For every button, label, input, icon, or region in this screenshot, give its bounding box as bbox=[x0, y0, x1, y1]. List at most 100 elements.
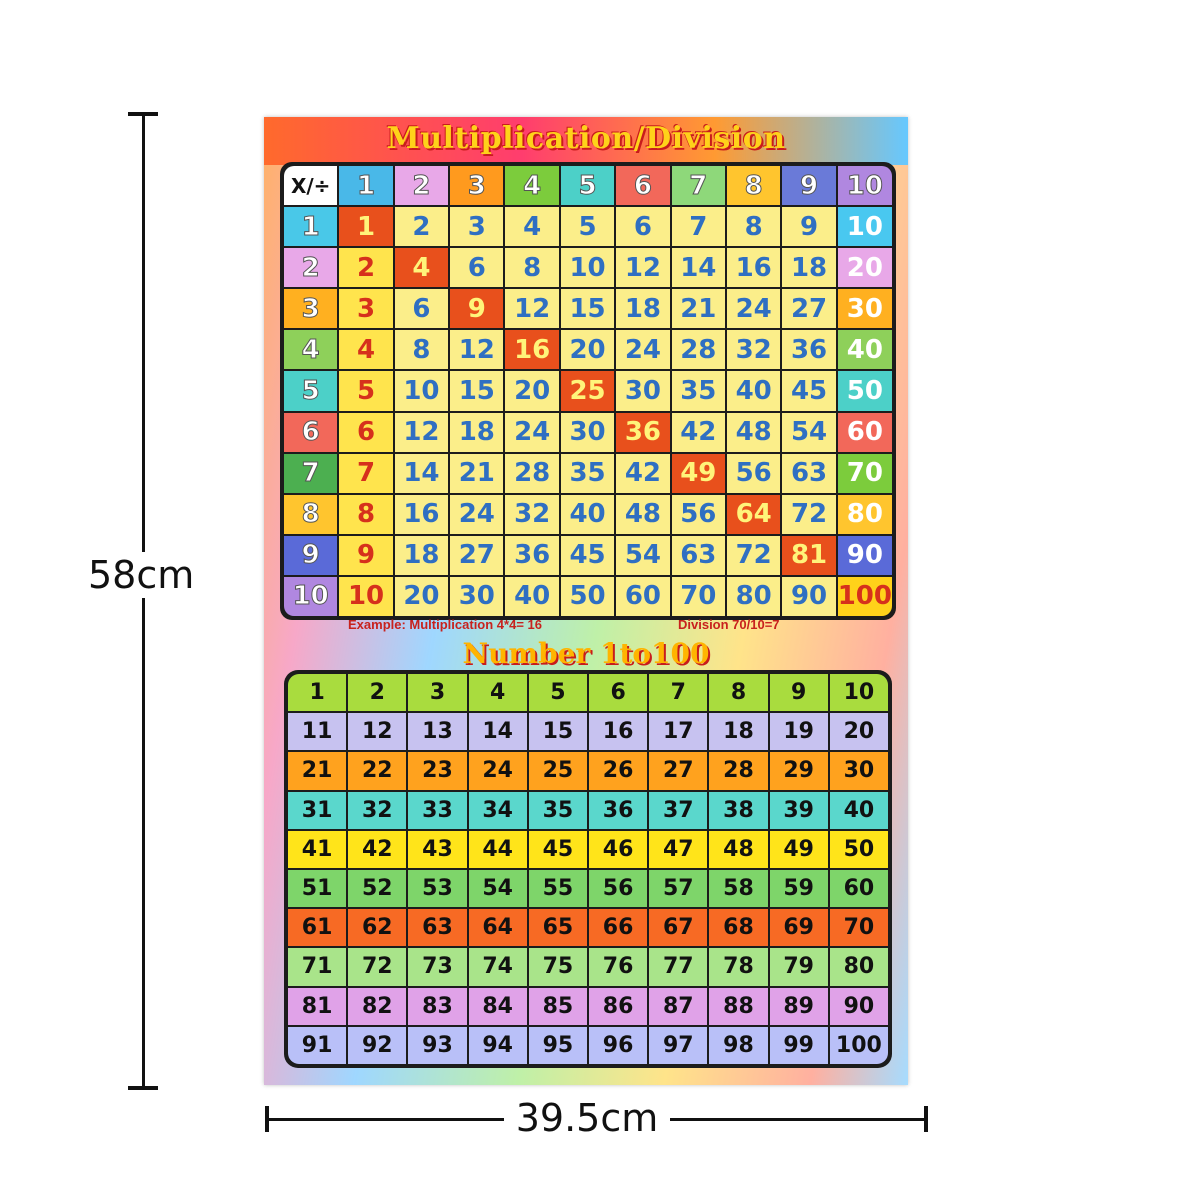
header-cell: 3 bbox=[450, 166, 504, 206]
width-dimension-cap-left bbox=[265, 1106, 269, 1132]
product-cell: 72 bbox=[726, 535, 781, 575]
product-cell: 25 bbox=[560, 371, 615, 411]
division-example: Division 70/10=7 bbox=[678, 617, 780, 632]
number-cell: 77 bbox=[649, 948, 708, 986]
number-cell: 20 bbox=[829, 713, 888, 751]
row-header-cell: 3 bbox=[284, 289, 338, 329]
number-cell: 16 bbox=[589, 713, 648, 751]
number-cell: 94 bbox=[468, 1026, 527, 1064]
product-cell: 4 bbox=[339, 330, 393, 370]
number-cell: 31 bbox=[288, 791, 347, 829]
number-cell: 38 bbox=[709, 791, 768, 829]
number-cell: 83 bbox=[408, 987, 467, 1025]
number-cell: 19 bbox=[769, 713, 828, 751]
product-cell: 8 bbox=[726, 207, 781, 247]
number-cell: 8 bbox=[709, 674, 768, 712]
number-cell: 26 bbox=[589, 752, 648, 790]
product-cell: 10 bbox=[560, 248, 615, 288]
number-cell: 97 bbox=[649, 1026, 708, 1064]
number-cell: 10 bbox=[829, 674, 888, 712]
product-cell: 42 bbox=[671, 412, 725, 452]
product-cell: 10 bbox=[837, 207, 892, 247]
width-dimension-cap-right bbox=[924, 1106, 928, 1132]
number-cell: 22 bbox=[348, 752, 407, 790]
product-cell: 8 bbox=[505, 248, 559, 288]
row-header-cell: 7 bbox=[284, 453, 338, 493]
number-cell: 66 bbox=[589, 909, 648, 947]
product-cell: 18 bbox=[616, 289, 670, 329]
product-cell: 27 bbox=[450, 535, 504, 575]
number-chart-table: 1 2 3 4 5 6 7 8 9 10 11 12 13 14 15 16 17 18 19 20 21 22 23 24 2… bbox=[288, 674, 888, 1064]
number-cell: 78 bbox=[709, 948, 768, 986]
number-cell: 72 bbox=[348, 948, 407, 986]
number-cell: 11 bbox=[288, 713, 347, 751]
product-cell: 80 bbox=[726, 576, 781, 616]
number-cell: 86 bbox=[589, 987, 648, 1025]
number-cell: 13 bbox=[408, 713, 467, 751]
product-cell: 7 bbox=[339, 453, 393, 493]
product-cell: 6 bbox=[450, 248, 504, 288]
product-cell: 56 bbox=[726, 453, 781, 493]
number-cell: 33 bbox=[408, 791, 467, 829]
row-header-cell: 8 bbox=[284, 494, 338, 534]
header-cell: 1 bbox=[339, 166, 393, 206]
product-cell: 28 bbox=[671, 330, 725, 370]
number-cell: 67 bbox=[649, 909, 708, 947]
product-cell: 7 bbox=[671, 207, 725, 247]
product-cell: 14 bbox=[394, 453, 449, 493]
number-cell: 44 bbox=[468, 830, 527, 868]
number-cell: 59 bbox=[769, 870, 828, 908]
product-cell: 45 bbox=[560, 535, 615, 575]
number-cell: 51 bbox=[288, 870, 347, 908]
number-cell: 40 bbox=[829, 791, 888, 829]
number-cell: 5 bbox=[528, 674, 587, 712]
number-chart-title: Number 1to100 bbox=[462, 637, 710, 670]
product-cell: 70 bbox=[837, 453, 892, 493]
header-cell: 2 bbox=[394, 166, 449, 206]
number-cell: 39 bbox=[769, 791, 828, 829]
number-cell: 75 bbox=[528, 948, 587, 986]
product-cell: 8 bbox=[394, 330, 449, 370]
product-cell: 80 bbox=[837, 494, 892, 534]
product-cell: 30 bbox=[450, 576, 504, 616]
number-cell: 49 bbox=[769, 830, 828, 868]
number-cell: 82 bbox=[348, 987, 407, 1025]
number-cell: 92 bbox=[348, 1026, 407, 1064]
number-cell: 60 bbox=[829, 870, 888, 908]
number-cell: 63 bbox=[408, 909, 467, 947]
product-cell: 5 bbox=[339, 371, 393, 411]
poster: Multiplication/Division X/÷ 1 2 3 4 5 6 7 8 9 10 1 1… bbox=[264, 117, 908, 1085]
number-cell: 88 bbox=[709, 987, 768, 1025]
row-header-cell: 5 bbox=[284, 371, 338, 411]
multiplication-example: Example: Multiplication 4*4= 16 bbox=[348, 617, 542, 632]
product-cell: 64 bbox=[726, 494, 781, 534]
number-cell: 21 bbox=[288, 752, 347, 790]
number-cell: 30 bbox=[829, 752, 888, 790]
number-cell: 69 bbox=[769, 909, 828, 947]
number-cell: 17 bbox=[649, 713, 708, 751]
product-cell: 10 bbox=[394, 371, 449, 411]
product-cell: 27 bbox=[782, 289, 836, 329]
product-cell: 9 bbox=[782, 207, 836, 247]
number-cell: 95 bbox=[528, 1026, 587, 1064]
number-cell: 54 bbox=[468, 870, 527, 908]
product-cell: 36 bbox=[616, 412, 670, 452]
product-cell: 24 bbox=[450, 494, 504, 534]
number-cell: 91 bbox=[288, 1026, 347, 1064]
number-cell: 34 bbox=[468, 791, 527, 829]
number-cell: 100 bbox=[829, 1026, 888, 1064]
product-cell: 3 bbox=[450, 207, 504, 247]
number-cell: 90 bbox=[829, 987, 888, 1025]
number-cell: 29 bbox=[769, 752, 828, 790]
header-cell: 5 bbox=[560, 166, 615, 206]
number-cell: 71 bbox=[288, 948, 347, 986]
product-cell: 60 bbox=[616, 576, 670, 616]
product-cell: 36 bbox=[505, 535, 559, 575]
width-dimension-label: 39.5cm bbox=[504, 1094, 670, 1142]
product-cell: 50 bbox=[837, 371, 892, 411]
product-cell: 40 bbox=[505, 576, 559, 616]
number-cell: 6 bbox=[589, 674, 648, 712]
multiplication-title: Multiplication/Division bbox=[386, 121, 786, 156]
product-cell: 45 bbox=[782, 371, 836, 411]
product-cell: 72 bbox=[782, 494, 836, 534]
